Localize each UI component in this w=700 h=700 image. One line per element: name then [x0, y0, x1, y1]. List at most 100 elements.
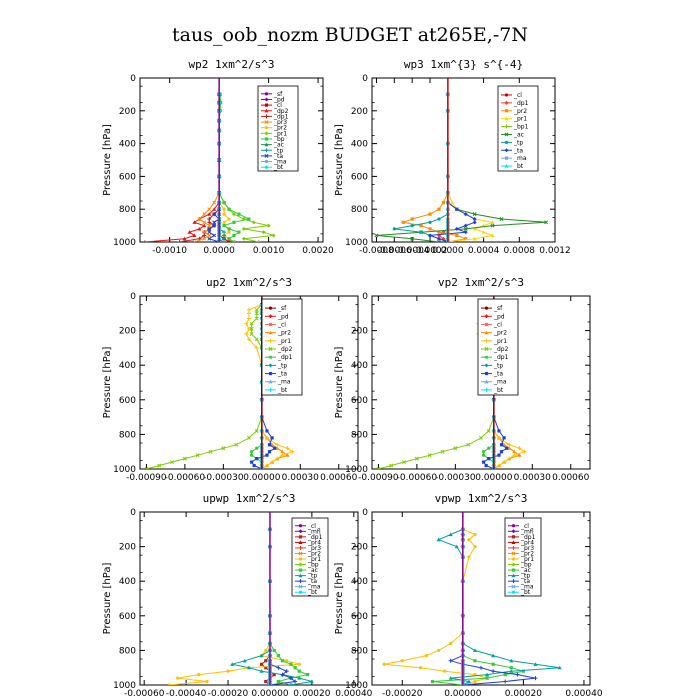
x-tick-label: -0.0008	[359, 246, 394, 256]
x-tick-label: -0.00060	[165, 473, 206, 483]
data-point_tp	[491, 653, 496, 658]
legend-marker_pr1	[504, 116, 509, 121]
data-point_ta	[270, 436, 274, 440]
plot-frame	[139, 77, 324, 243]
legend-marker_ma	[264, 159, 269, 164]
x-tick-label: 0.0020	[302, 246, 334, 256]
y-tick-label: 600	[119, 172, 136, 182]
legend-label_cl: _cl	[273, 102, 282, 109]
x-tick-label: -0.0010	[152, 246, 187, 256]
data-point_pr3	[202, 212, 207, 217]
series-line_dp1	[260, 529, 275, 685]
data-point_ta	[499, 443, 504, 447]
legend-marker_ma	[268, 379, 273, 384]
legend: _cl_mfl_dp1_pr4_pr3_pr2_pr1_bp_ac_tp_ta_…	[504, 517, 542, 597]
data-point_tp	[419, 230, 423, 234]
data-point_pr1	[502, 460, 507, 465]
legend-label_pr2: _pr2	[277, 330, 291, 337]
data-point_pr3	[192, 240, 197, 242]
data-point_pr3	[212, 200, 217, 205]
data-point_tp	[466, 679, 471, 684]
legend-label_pr2: _pr2	[520, 550, 534, 557]
data-point_dp2	[427, 453, 432, 458]
legend-marker_tp	[268, 363, 273, 368]
y-tick-label: 400	[119, 361, 136, 371]
data-point_ta	[249, 460, 254, 464]
x-tick-label: 0.00030	[282, 473, 319, 483]
data-point_ac	[272, 648, 276, 652]
data-point_tp	[472, 648, 477, 652]
data-point_pr2	[280, 449, 285, 454]
data-point_pr1	[473, 545, 477, 549]
legend-box	[477, 298, 519, 396]
data-point_ta	[533, 676, 538, 681]
data-point_pr1	[418, 666, 423, 670]
data-point_pr1	[297, 662, 301, 666]
y-tick-label: 0	[130, 74, 136, 84]
data-point_ac	[289, 662, 293, 666]
y-axis-label: Pressure [hPa]	[334, 347, 345, 419]
legend-label_ac: _ac	[520, 567, 531, 574]
data-point_tp	[297, 676, 302, 680]
legend-marker_bt	[504, 164, 509, 168]
legend-label_cl: _cl	[520, 523, 529, 530]
data-point_dp2	[187, 230, 192, 234]
data-point_ta	[265, 429, 269, 433]
data-point_dp1	[487, 446, 491, 450]
data-point_bp	[232, 233, 236, 238]
legend-marker_ac	[298, 568, 303, 572]
y-tick-label: 1000	[113, 465, 136, 475]
y-tick-label: 0	[130, 508, 136, 518]
data-point_dp2	[212, 207, 217, 211]
data-point_pr2	[437, 207, 441, 211]
legend-marker_dp1	[511, 535, 516, 539]
legend-label_pr1: _pr1	[273, 130, 287, 137]
legend-marker_pr3	[264, 120, 269, 124]
legend-label_pr4: _pr4	[307, 539, 321, 546]
data-point_ta	[481, 460, 486, 464]
legend-label_pd: _pd	[273, 96, 285, 103]
data-point_ta	[454, 226, 459, 231]
legend-marker_dp1	[504, 100, 509, 105]
x-tick-label: -0.00020	[382, 689, 423, 699]
legend-label_tp: _tp	[520, 573, 530, 580]
legend: _cl_mfl_dp1_pr4_pr3_pr2_pr1_bp_ac_tp_ta_…	[291, 517, 329, 597]
data-point_dp1	[481, 453, 486, 457]
series-line_bp	[218, 94, 251, 242]
data-point_dp1	[272, 673, 276, 677]
data-point_ta	[463, 212, 468, 217]
legend-label_bt: _bt	[513, 163, 524, 170]
data-point_bp	[227, 207, 231, 211]
data-point_pr1	[226, 669, 230, 673]
legend-marker_pr4	[511, 540, 516, 544]
legend-label_ma: _ma	[307, 584, 321, 591]
x-tick-label: -0.0006	[377, 246, 412, 256]
data-point_ta	[515, 672, 520, 677]
legend-label_pr1: _pr1	[493, 338, 507, 345]
data-point_dp2	[440, 449, 445, 454]
legend-label_sf: _sf	[493, 305, 503, 312]
data-point_dp1	[249, 450, 254, 454]
data-point_dp2	[249, 321, 254, 326]
data-point_pr1	[244, 332, 249, 337]
data-point_dp2	[254, 311, 259, 316]
data-point_pr2	[517, 453, 522, 457]
legend-marker_tp	[504, 140, 509, 144]
data-point_pr1	[473, 679, 477, 684]
data-point_tp	[289, 683, 293, 685]
data-point_dp2	[144, 467, 149, 469]
data-point_pr3	[202, 236, 207, 241]
panel-title: upwp 1xm^2/s^3	[203, 492, 296, 505]
legend-marker_ta	[484, 371, 489, 376]
data-point_ac	[499, 217, 504, 221]
y-tick-label: 600	[119, 612, 136, 622]
legend-marker_ta	[504, 148, 509, 153]
data-point_ac	[485, 676, 489, 680]
legend-label_tp: _tp	[273, 147, 283, 154]
data-point_dp2	[402, 460, 407, 465]
legend-marker_bt	[511, 590, 516, 594]
legend-label_pr3: _pr3	[273, 119, 287, 126]
data-point_pr1	[251, 220, 256, 225]
legend-label_dp2: _dp2	[493, 346, 509, 353]
legend-marker_tp	[298, 573, 303, 578]
